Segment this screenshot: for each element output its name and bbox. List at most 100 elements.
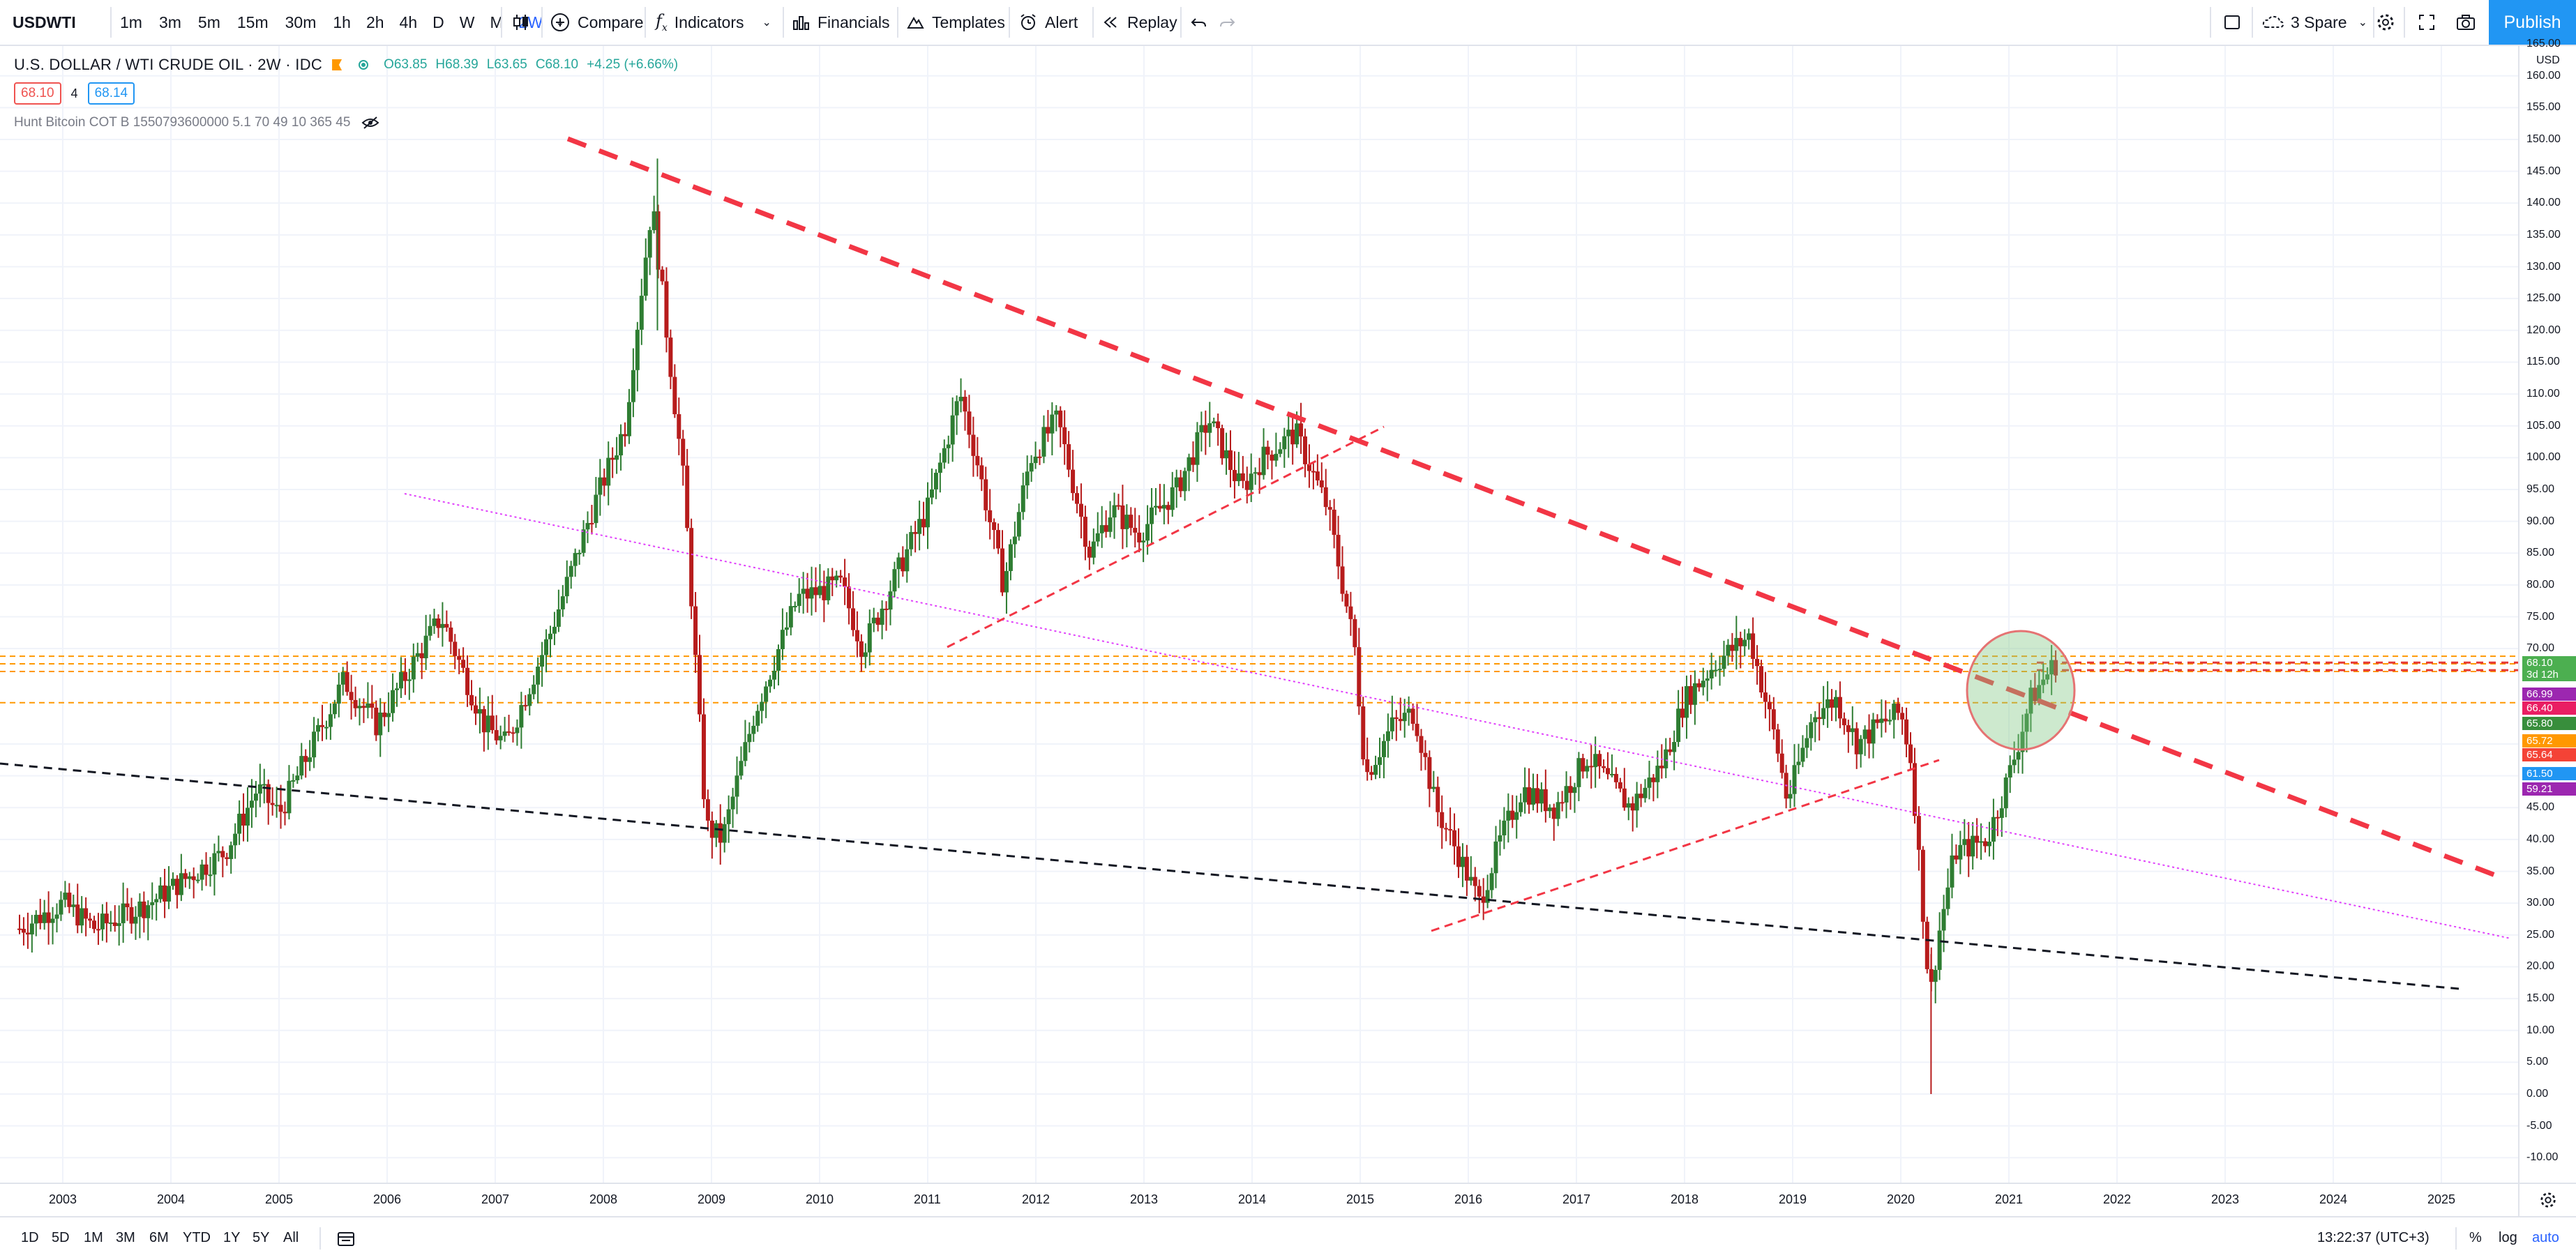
interval-30m[interactable]: 30m [285, 13, 317, 31]
percent-scale-toggle[interactable]: % [2469, 1230, 2482, 1245]
time-axis[interactable]: 2003 2004 2005 2006 2007 2008 2009 2010 2011 2012… [0, 1183, 2518, 1216]
range-all[interactable]: All [283, 1230, 299, 1245]
candle-body [1129, 515, 1133, 529]
interval-2h[interactable]: 2h [366, 13, 384, 31]
trendline-resistance [566, 136, 2506, 881]
candle-body [216, 851, 221, 853]
indicators-button[interactable]: fx Indicators ⌄ [656, 0, 771, 45]
interval-1m[interactable]: 1m [120, 13, 142, 31]
financials-button[interactable]: Financials [791, 0, 890, 45]
candle-body [229, 845, 234, 859]
range-5d[interactable]: 5D [52, 1230, 70, 1245]
interval-m[interactable]: M [490, 13, 504, 31]
price-chart[interactable] [0, 43, 2518, 1183]
candle-body [2024, 713, 2029, 732]
candle-body [1116, 505, 1121, 507]
replay-label: Replay [1127, 13, 1177, 31]
ask-price-button[interactable]: 68.14 [87, 82, 135, 105]
select-layout-button[interactable] [2222, 0, 2242, 45]
candle-body [129, 906, 134, 924]
candle-body [1941, 909, 1946, 931]
candle-body [1323, 487, 1328, 508]
candle-body [1987, 842, 1991, 847]
candle-body [187, 876, 192, 879]
axis-settings-button[interactable] [2518, 1183, 2576, 1216]
candle-body [635, 329, 640, 370]
snapshot-button[interactable] [2455, 0, 2476, 45]
candle-body [324, 727, 329, 729]
candle-body [2028, 688, 2033, 714]
interval-3m[interactable]: 3m [158, 13, 181, 31]
time-tick-label: 2018 [1671, 1192, 1699, 1206]
candlestick-series [17, 158, 2058, 1094]
range-ytd[interactable]: YTD [183, 1230, 211, 1245]
undo-button[interactable] [1190, 0, 1208, 45]
price-tick-label: 5.00 [2526, 1056, 2549, 1068]
candle-body [705, 799, 710, 821]
candle-body [1556, 802, 1560, 819]
candle-body [1436, 787, 1440, 812]
candle-body [1261, 446, 1266, 476]
price-badge: 66.40 [2522, 701, 2576, 715]
goto-date-icon[interactable] [336, 1230, 356, 1248]
candle-body [195, 879, 200, 881]
range-6m[interactable]: 6M [149, 1230, 169, 1245]
layout-name: 3 Spare [2291, 13, 2347, 31]
candle-body [1568, 786, 1573, 794]
range-3m[interactable]: 3M [116, 1230, 135, 1245]
candle-body [1730, 644, 1735, 651]
indicator-legend[interactable]: Hunt Bitcoin COT B 1550793600000 5.1 70 … [14, 115, 351, 130]
chevron-down-icon[interactable]: ⌄ [2358, 17, 2367, 29]
chart-pane[interactable] [0, 43, 2518, 1183]
range-5y[interactable]: 5Y [253, 1230, 270, 1245]
auto-scale-toggle[interactable]: auto [2532, 1230, 2559, 1245]
range-1y[interactable]: 1Y [223, 1230, 241, 1245]
candle-body [84, 908, 89, 919]
chevron-down-icon[interactable]: ⌄ [762, 17, 771, 29]
eye-hidden-icon[interactable] [361, 116, 379, 130]
interval-w[interactable]: W [459, 13, 475, 31]
redo-button[interactable] [1218, 0, 1236, 45]
price-axis[interactable]: USD 165.00 160.00 155.00 150.00 145.00 140.00… [2518, 38, 2576, 1183]
interval-1h[interactable]: 1h [333, 13, 351, 31]
chart-settings-button[interactable] [2376, 0, 2395, 45]
alert-button[interactable]: Alert [1018, 0, 1078, 45]
candle-body [971, 434, 976, 456]
camera-icon [2457, 15, 2475, 30]
candle-body [668, 337, 673, 377]
legend-symbol-title[interactable]: U.S. DOLLAR / WTI CRUDE OIL · 2W · IDC [14, 56, 323, 73]
undo-icon [1191, 18, 1206, 27]
publish-button[interactable]: Publish [2489, 0, 2576, 45]
candle-body [1099, 525, 1104, 533]
symbol-search-button[interactable]: USDWTI [13, 0, 76, 45]
chart-style-button[interactable] [511, 0, 532, 45]
candle-body [262, 784, 266, 786]
candle-body [1763, 692, 1768, 702]
range-1m[interactable]: 1M [84, 1230, 103, 1245]
candle-body [1332, 509, 1336, 536]
replay-button[interactable]: Replay [1101, 0, 1177, 45]
fullscreen-icon [2419, 15, 2434, 30]
range-1d[interactable]: 1D [21, 1230, 39, 1245]
candle-body [1071, 469, 1076, 494]
candle-body [1643, 787, 1648, 798]
interval-4h[interactable]: 4h [399, 13, 418, 31]
trendline-uptrend [947, 425, 1385, 648]
candle-body [1381, 741, 1386, 757]
compare-button[interactable]: Compare [550, 0, 644, 45]
flag-icon[interactable] [332, 59, 342, 70]
candle-body [59, 900, 63, 915]
interval-5m[interactable]: 5m [197, 13, 220, 31]
candle-body [623, 434, 627, 437]
fullscreen-button[interactable] [2418, 0, 2436, 45]
log-scale-toggle[interactable]: log [2499, 1230, 2517, 1245]
candle-body [274, 805, 279, 807]
layout-menu-button[interactable]: 3 Spare ⌄ [2261, 0, 2367, 45]
candle-body [1207, 423, 1212, 433]
candle-body [1875, 719, 1880, 723]
interval-15m[interactable]: 15m [236, 13, 269, 31]
clock-timezone[interactable]: 13:22:37 (UTC+3) [2317, 1230, 2430, 1245]
bid-price-button[interactable]: 68.10 [14, 82, 61, 105]
interval-d[interactable]: D [432, 13, 444, 31]
templates-button[interactable]: Templates [905, 0, 1005, 45]
